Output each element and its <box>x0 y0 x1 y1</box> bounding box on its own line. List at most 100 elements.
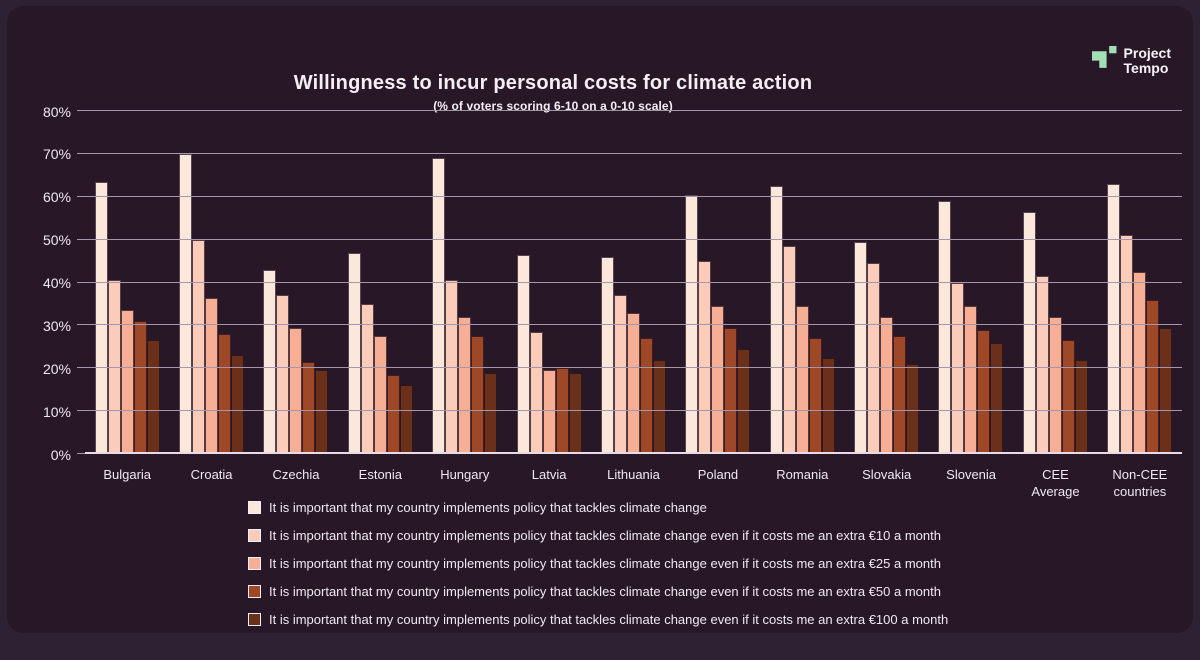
gridline-20 <box>85 367 1182 369</box>
legend-item-3: It is important that my country implemen… <box>248 549 948 577</box>
x-axis-label: Non-CEE countries <box>1112 467 1168 499</box>
legend-item-4: It is important that my country implemen… <box>248 577 948 605</box>
x-axis-label: Slovenia <box>946 467 997 482</box>
bar <box>977 329 991 454</box>
bar <box>205 297 219 454</box>
bar <box>542 370 556 454</box>
bar <box>263 269 277 454</box>
bar <box>94 181 108 454</box>
bar <box>179 153 193 454</box>
legend-label: It is important that my country implemen… <box>269 583 941 599</box>
bar <box>1133 271 1147 454</box>
legend-item-2: It is important that my country implemen… <box>248 521 948 549</box>
bar <box>302 361 316 454</box>
gridline-10 <box>85 410 1182 412</box>
y-axis-label-30: 30% <box>42 317 71 334</box>
bar <box>555 368 569 454</box>
legend-swatch-icon <box>248 556 261 570</box>
bar <box>1146 299 1160 454</box>
bar <box>458 316 472 454</box>
bar <box>568 372 582 454</box>
bar <box>218 333 232 454</box>
bar <box>613 295 627 454</box>
gridline-30 <box>85 324 1182 326</box>
bar-group-bulgaria <box>94 111 160 454</box>
bar <box>1074 359 1088 454</box>
bar-group-lithuania <box>600 111 666 454</box>
y-tick-20 <box>77 367 85 369</box>
x-axis-label: Estonia <box>358 467 403 482</box>
y-tick-40 <box>77 281 85 283</box>
legend-label: It is important that my country implemen… <box>269 527 941 543</box>
bar <box>600 256 614 454</box>
bar <box>120 310 134 454</box>
bar <box>782 246 796 454</box>
chart-title: Willingness to incur personal costs for … <box>293 72 813 94</box>
bar <box>484 372 498 454</box>
bar <box>1022 211 1036 454</box>
bar <box>373 336 387 454</box>
bar <box>289 327 303 454</box>
bar-group-croatia <box>179 111 245 454</box>
y-axis-label-80: 80% <box>42 103 71 120</box>
bar <box>1107 183 1121 454</box>
bar <box>795 306 809 454</box>
legend-item-1: It is important that my country implemen… <box>248 493 948 521</box>
bar <box>769 186 783 454</box>
y-axis-label-60: 60% <box>42 189 71 206</box>
y-tick-30 <box>77 324 85 326</box>
y-axis-label-10: 10% <box>42 403 71 420</box>
bar <box>1159 327 1173 454</box>
gridline-80 <box>85 110 1182 111</box>
bar <box>399 385 413 454</box>
x-axis-label: Hungary <box>440 467 490 482</box>
x-axis-label: Czechia <box>272 467 320 482</box>
bar <box>964 306 978 454</box>
bar-group-cee-average <box>1022 111 1088 454</box>
legend-swatch-icon <box>248 528 261 542</box>
bar-group-slovenia <box>938 111 1004 454</box>
bar <box>471 336 485 454</box>
y-axis-label-20: 20% <box>42 360 71 377</box>
bar <box>1035 276 1049 454</box>
logo-text-line2: Tempo <box>1123 60 1169 76</box>
chart-card: Willingness to incur personal costs for … <box>7 6 1193 633</box>
legend-label: It is important that my country implemen… <box>269 555 941 571</box>
y-tick-0 <box>77 453 85 454</box>
bar <box>854 241 868 454</box>
bar <box>724 327 738 454</box>
y-axis-label-50: 50% <box>42 232 71 249</box>
legend-label: It is important that my country implemen… <box>269 499 707 515</box>
bar <box>529 331 543 454</box>
bar <box>192 239 206 454</box>
x-axis-label: Slovakia <box>862 467 912 482</box>
y-tick-10 <box>77 410 85 412</box>
bar-group-hungary <box>432 111 498 454</box>
legend-swatch-icon <box>248 584 261 598</box>
bar-group-poland <box>685 111 751 454</box>
bar-group-slovakia <box>854 111 920 454</box>
y-tick-60 <box>77 195 85 197</box>
bar <box>880 316 894 454</box>
gridline-60 <box>85 195 1182 197</box>
y-axis-label-70: 70% <box>42 146 71 163</box>
logo-text: Project Tempo <box>1124 46 1171 76</box>
bar <box>867 263 881 454</box>
bar <box>711 306 725 454</box>
y-tick-70 <box>77 152 85 154</box>
bar-group-czechia <box>263 111 329 454</box>
bar <box>386 374 400 454</box>
bar <box>906 363 920 454</box>
bar-groups <box>85 111 1182 454</box>
bar-group-latvia <box>516 111 582 454</box>
legend: It is important that my country implemen… <box>248 493 948 633</box>
y-axis-label-40: 40% <box>42 275 71 291</box>
gridline-40 <box>85 281 1182 283</box>
chart-subtitle: (% of voters scoring 6-10 on a 0-10 scal… <box>433 99 673 113</box>
gridline-50 <box>85 238 1182 240</box>
project-tempo-logo: Project Tempo <box>1091 46 1171 76</box>
legend-swatch-icon <box>248 612 261 626</box>
legend-label: It is important that my country implemen… <box>269 611 949 627</box>
bar <box>737 348 751 454</box>
